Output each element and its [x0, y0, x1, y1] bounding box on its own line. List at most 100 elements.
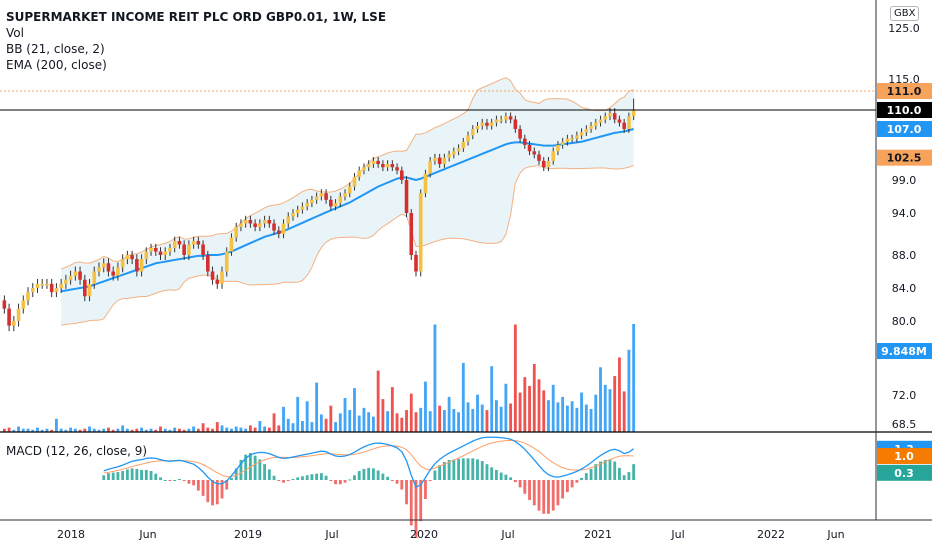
candle	[215, 279, 220, 284]
candle	[414, 255, 418, 272]
volume-bar	[173, 427, 177, 432]
volume-bar	[400, 417, 404, 432]
volume-bar	[547, 400, 550, 432]
macd-histogram-bar	[433, 470, 437, 480]
candle	[229, 237, 234, 252]
price-tick-label: 94.0	[892, 207, 917, 220]
candle	[513, 119, 518, 129]
candle	[612, 113, 617, 120]
volume-bar	[381, 399, 385, 432]
volume-bar	[532, 364, 536, 432]
volume-bar	[362, 407, 366, 432]
candle	[87, 283, 92, 297]
volume-bar	[570, 401, 574, 432]
macd-histogram-bar	[301, 476, 304, 480]
macd-histogram-bar	[362, 468, 366, 480]
candle	[224, 251, 229, 272]
volume-bar	[561, 396, 565, 432]
macd-histogram-bar	[187, 480, 191, 484]
candle	[210, 271, 215, 280]
candle	[347, 186, 352, 194]
volume-bar	[499, 406, 503, 432]
candle	[371, 160, 376, 165]
time-tick-label: Jun	[138, 528, 156, 541]
volume-bar	[504, 383, 508, 432]
candle	[423, 173, 428, 194]
macd-histogram-bar	[532, 480, 536, 506]
candle	[352, 176, 357, 187]
macd-histogram-bar	[348, 479, 352, 481]
volume-bar	[632, 324, 636, 432]
volume-bar	[523, 377, 527, 432]
candle	[546, 160, 551, 168]
macd-histogram-bar	[206, 480, 210, 503]
macd-histogram-bar	[480, 460, 484, 480]
candle	[461, 141, 466, 149]
price-tag: 111.0	[887, 85, 922, 98]
macd-histogram-bar	[130, 468, 134, 480]
candle	[258, 223, 262, 227]
macd-signal-line	[103, 439, 634, 478]
volume-bar	[178, 428, 181, 432]
macd-histogram-bar	[149, 471, 153, 480]
candle	[527, 144, 532, 152]
candle	[452, 151, 456, 155]
volume-tag-bg	[877, 343, 932, 359]
candle	[442, 157, 447, 165]
price-tick-label: 115.0	[888, 73, 920, 86]
volume-bar	[83, 428, 87, 432]
candle	[324, 193, 328, 200]
volume-bar	[442, 410, 446, 432]
volume-bar	[457, 412, 460, 432]
candle	[97, 267, 101, 272]
candle	[593, 122, 598, 126]
candle	[400, 170, 404, 180]
macd-histogram-bar	[182, 480, 186, 482]
volume-bar	[201, 423, 205, 432]
volume-bar	[267, 427, 271, 432]
volume-bar	[438, 405, 442, 432]
candle	[418, 193, 423, 272]
volume-bar	[296, 396, 300, 432]
macd-histogram-bar	[263, 464, 267, 480]
volume-bar	[36, 427, 39, 432]
macd-histogram-bar	[334, 480, 337, 485]
candle	[153, 248, 158, 252]
macd-histogram-bar	[357, 471, 361, 480]
candle	[139, 259, 144, 272]
candle	[40, 283, 45, 286]
volume-bar	[310, 422, 314, 432]
candle	[404, 180, 409, 213]
macd-histogram-bar	[244, 454, 248, 480]
candle	[627, 116, 631, 129]
volume-bar	[277, 425, 281, 432]
volume-bar	[12, 429, 16, 432]
candle	[333, 203, 338, 207]
volume-bar	[220, 425, 224, 432]
volume-bar	[286, 418, 290, 432]
currency-badge[interactable]: GBX	[890, 6, 920, 21]
volume-bar	[64, 429, 68, 432]
macd-histogram-bar	[291, 478, 295, 480]
volume-bar	[253, 427, 257, 432]
candle	[376, 160, 380, 165]
volume-bar	[50, 429, 54, 432]
candle	[12, 321, 16, 326]
bb-upper-line	[60, 76, 634, 270]
macd-histogram-bar	[513, 480, 517, 483]
macd-pane	[102, 436, 636, 539]
volume-bar	[239, 427, 243, 432]
macd-histogram-bar	[386, 476, 390, 480]
price-tag: 102.5	[887, 152, 922, 165]
candle	[144, 251, 149, 260]
candle	[291, 213, 295, 217]
time-tick-label: 2020	[410, 528, 438, 541]
candle	[54, 288, 59, 293]
macd-histogram-bar	[196, 480, 200, 491]
volume-bar	[395, 413, 399, 432]
candle	[532, 151, 537, 155]
macd-tag-bg	[877, 464, 932, 481]
candle	[556, 144, 560, 152]
price-tick-label: 68.5	[892, 418, 917, 431]
volume-bar	[386, 411, 390, 432]
